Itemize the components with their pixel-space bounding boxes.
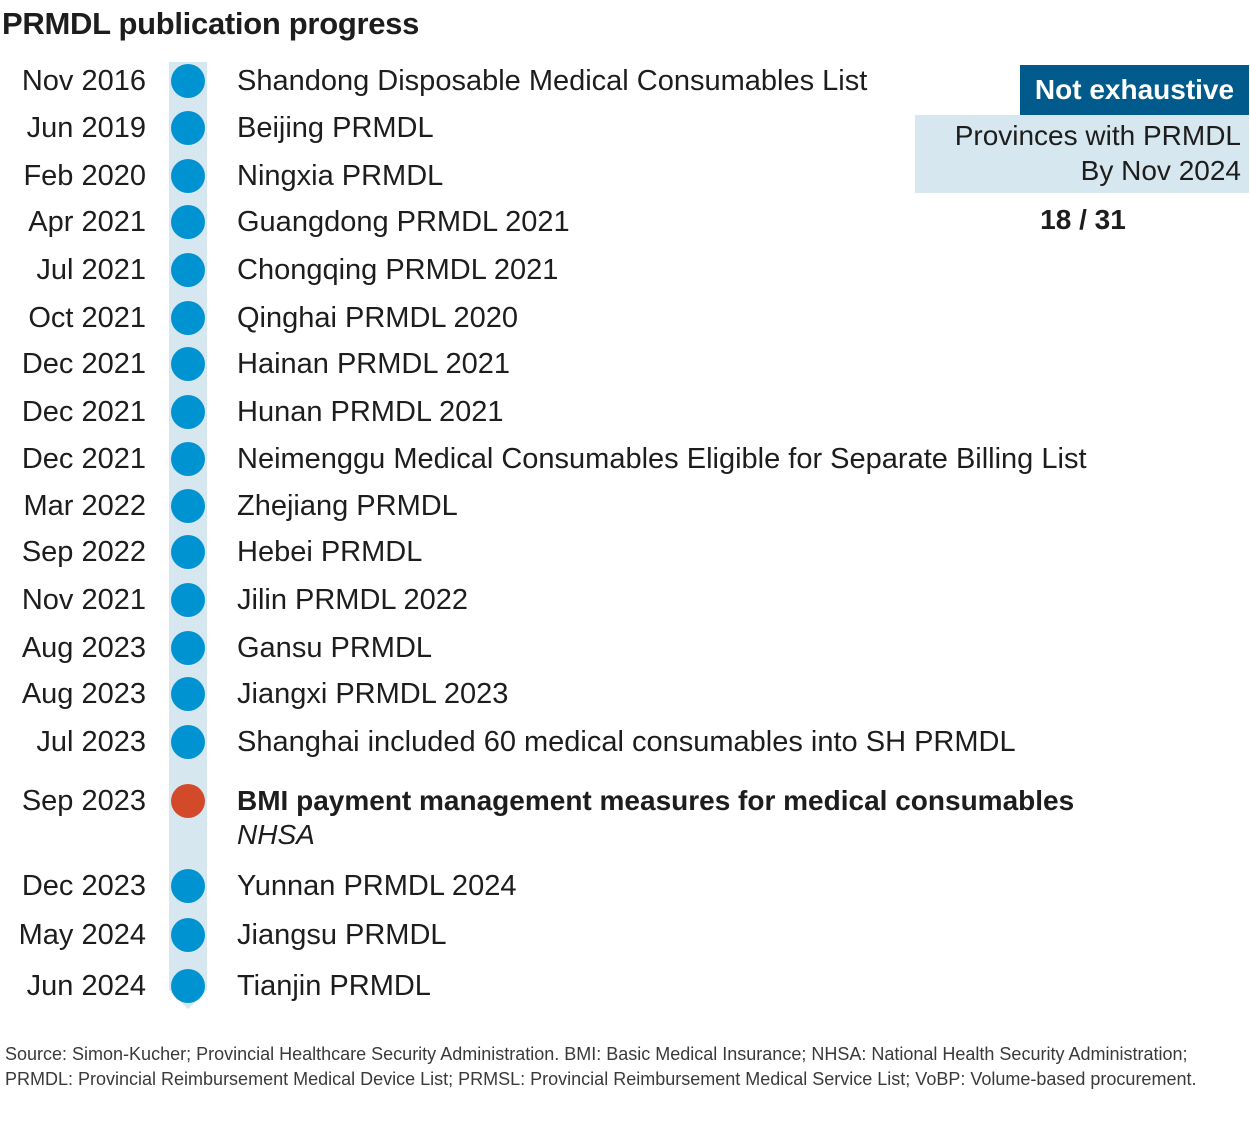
provinces-line2: By Nov 2024 [1080, 155, 1241, 186]
timeline-event: Aug 2023 Jiangxi PRMDL 2023 [0, 674, 1250, 714]
event-date: Dec 2021 [21, 396, 146, 428]
event-date: Feb 2020 [23, 160, 146, 192]
event-dot [171, 64, 205, 98]
timeline-event: Dec 2021 Neimenggu Medical Consumables El… [0, 439, 1250, 479]
timeline-event: Jul 2023 Shanghai included 60 medical con… [0, 722, 1250, 762]
event-date: Jul 2021 [36, 254, 146, 286]
timeline-event: May 2024 Jiangsu PRMDL [0, 915, 1250, 955]
timeline-event: Sep 2023 BMI payment management measures … [0, 781, 1250, 850]
event-dot [171, 395, 205, 429]
event-dot [171, 583, 205, 617]
event-label: Beijing PRMDL [237, 112, 434, 144]
event-date: Dec 2021 [21, 443, 146, 475]
event-dot [171, 253, 205, 287]
event-label: Tianjin PRMDL [237, 970, 431, 1002]
event-date: Sep 2022 [21, 536, 146, 568]
timeline-event: Mar 2022 Zhejiang PRMDL [0, 486, 1250, 526]
event-dot [171, 347, 205, 381]
provinces-line1: Provinces with PRMDL [954, 120, 1241, 151]
event-label: Shandong Disposable Medical Consumables … [237, 65, 868, 97]
event-dot [171, 159, 205, 193]
event-dot [171, 725, 205, 759]
event-label: Guangdong PRMDL 2021 [237, 206, 570, 238]
event-date: Jun 2024 [26, 970, 146, 1002]
event-dot [171, 918, 205, 952]
event-dot [171, 969, 205, 1003]
event-date: Apr 2021 [28, 206, 146, 238]
provinces-count: 18 / 31 [1040, 204, 1126, 235]
event-label: Qinghai PRMDL 2020 [237, 302, 519, 334]
event-date: May 2024 [18, 919, 146, 951]
event-label: Shanghai included 60 medical consumables… [237, 726, 1016, 758]
event-dot [171, 442, 205, 476]
event-dot [171, 111, 205, 145]
timeline-event: Apr 2021 Guangdong PRMDL 2021 [0, 202, 1250, 242]
event-label: Jiangsu PRMDL [237, 919, 447, 951]
event-label: Hainan PRMDL 2021 [237, 348, 510, 380]
event-label: Hunan PRMDL 2021 [237, 396, 504, 428]
timeline-event: Oct 2021 Qinghai PRMDL 2020 [0, 298, 1250, 338]
timeline-event: Jul 2021 Chongqing PRMDL 2021 [0, 250, 1250, 290]
event-label: Yunnan PRMDL 2024 [237, 870, 517, 902]
event-label: Ningxia PRMDL [237, 160, 444, 192]
timeline-event: Feb 2020 Ningxia PRMDL [0, 156, 1250, 196]
source-note: Source: Simon-Kucher; Provincial Healthc… [5, 1044, 1197, 1089]
timeline-event: Nov 2016 Shandong Disposable Medical Cons… [0, 61, 1250, 101]
event-dot [171, 631, 205, 665]
timeline-event: Jun 2024 Tianjin PRMDL [0, 966, 1250, 1006]
event-dot [171, 301, 205, 335]
event-label: Zhejiang PRMDL [237, 490, 458, 522]
timeline-event: Nov 2021 Jilin PRMDL 2022 [0, 580, 1250, 620]
timeline-event: Sep 2022 Hebei PRMDL [0, 532, 1250, 572]
event-label: Jiangxi PRMDL 2023 [237, 678, 509, 710]
event-sublabel: NHSA [237, 819, 315, 850]
event-date: Sep 2023 [21, 785, 146, 817]
event-label: Hebei PRMDL [237, 536, 423, 568]
event-label: Jilin PRMDL 2022 [237, 584, 469, 616]
event-label: Gansu PRMDL [237, 632, 433, 664]
event-date: Nov 2016 [21, 65, 146, 97]
event-date: Jun 2019 [26, 112, 146, 144]
timeline-event: Dec 2023 Yunnan PRMDL 2024 [0, 866, 1250, 906]
provinces-box: Provinces with PRMDL By Nov 2024 [915, 115, 1249, 193]
event-date: Dec 2023 [21, 870, 146, 902]
event-label: BMI payment management measures for medi… [237, 785, 1075, 816]
event-date: Jul 2023 [36, 726, 146, 758]
event-date: Mar 2022 [23, 490, 146, 522]
event-date: Oct 2021 [28, 302, 146, 334]
timeline-event: Dec 2021 Hainan PRMDL 2021 [0, 344, 1250, 384]
event-dot [171, 677, 205, 711]
timeline-event: Jun 2019 Beijing PRMDL [0, 108, 1250, 148]
timeline-event: Aug 2023 Gansu PRMDL [0, 628, 1250, 668]
event-dot-highlight [171, 784, 205, 818]
event-date: Aug 2023 [21, 678, 146, 710]
not-exhaustive-badge: Not exhaustive [1020, 65, 1249, 115]
chart-title: PRMDL publication progress [2, 6, 420, 41]
event-date: Dec 2021 [21, 348, 146, 380]
event-label: Chongqing PRMDL 2021 [237, 254, 559, 286]
event-dot [171, 205, 205, 239]
event-date: Nov 2021 [21, 584, 146, 616]
event-label: Neimenggu Medical Consumables Eligible f… [237, 443, 1087, 475]
timeline-event: Dec 2021 Hunan PRMDL 2021 [0, 392, 1250, 432]
event-date: Aug 2023 [21, 632, 146, 664]
event-dot [171, 869, 205, 903]
event-dot [171, 535, 205, 569]
event-dot [171, 489, 205, 523]
